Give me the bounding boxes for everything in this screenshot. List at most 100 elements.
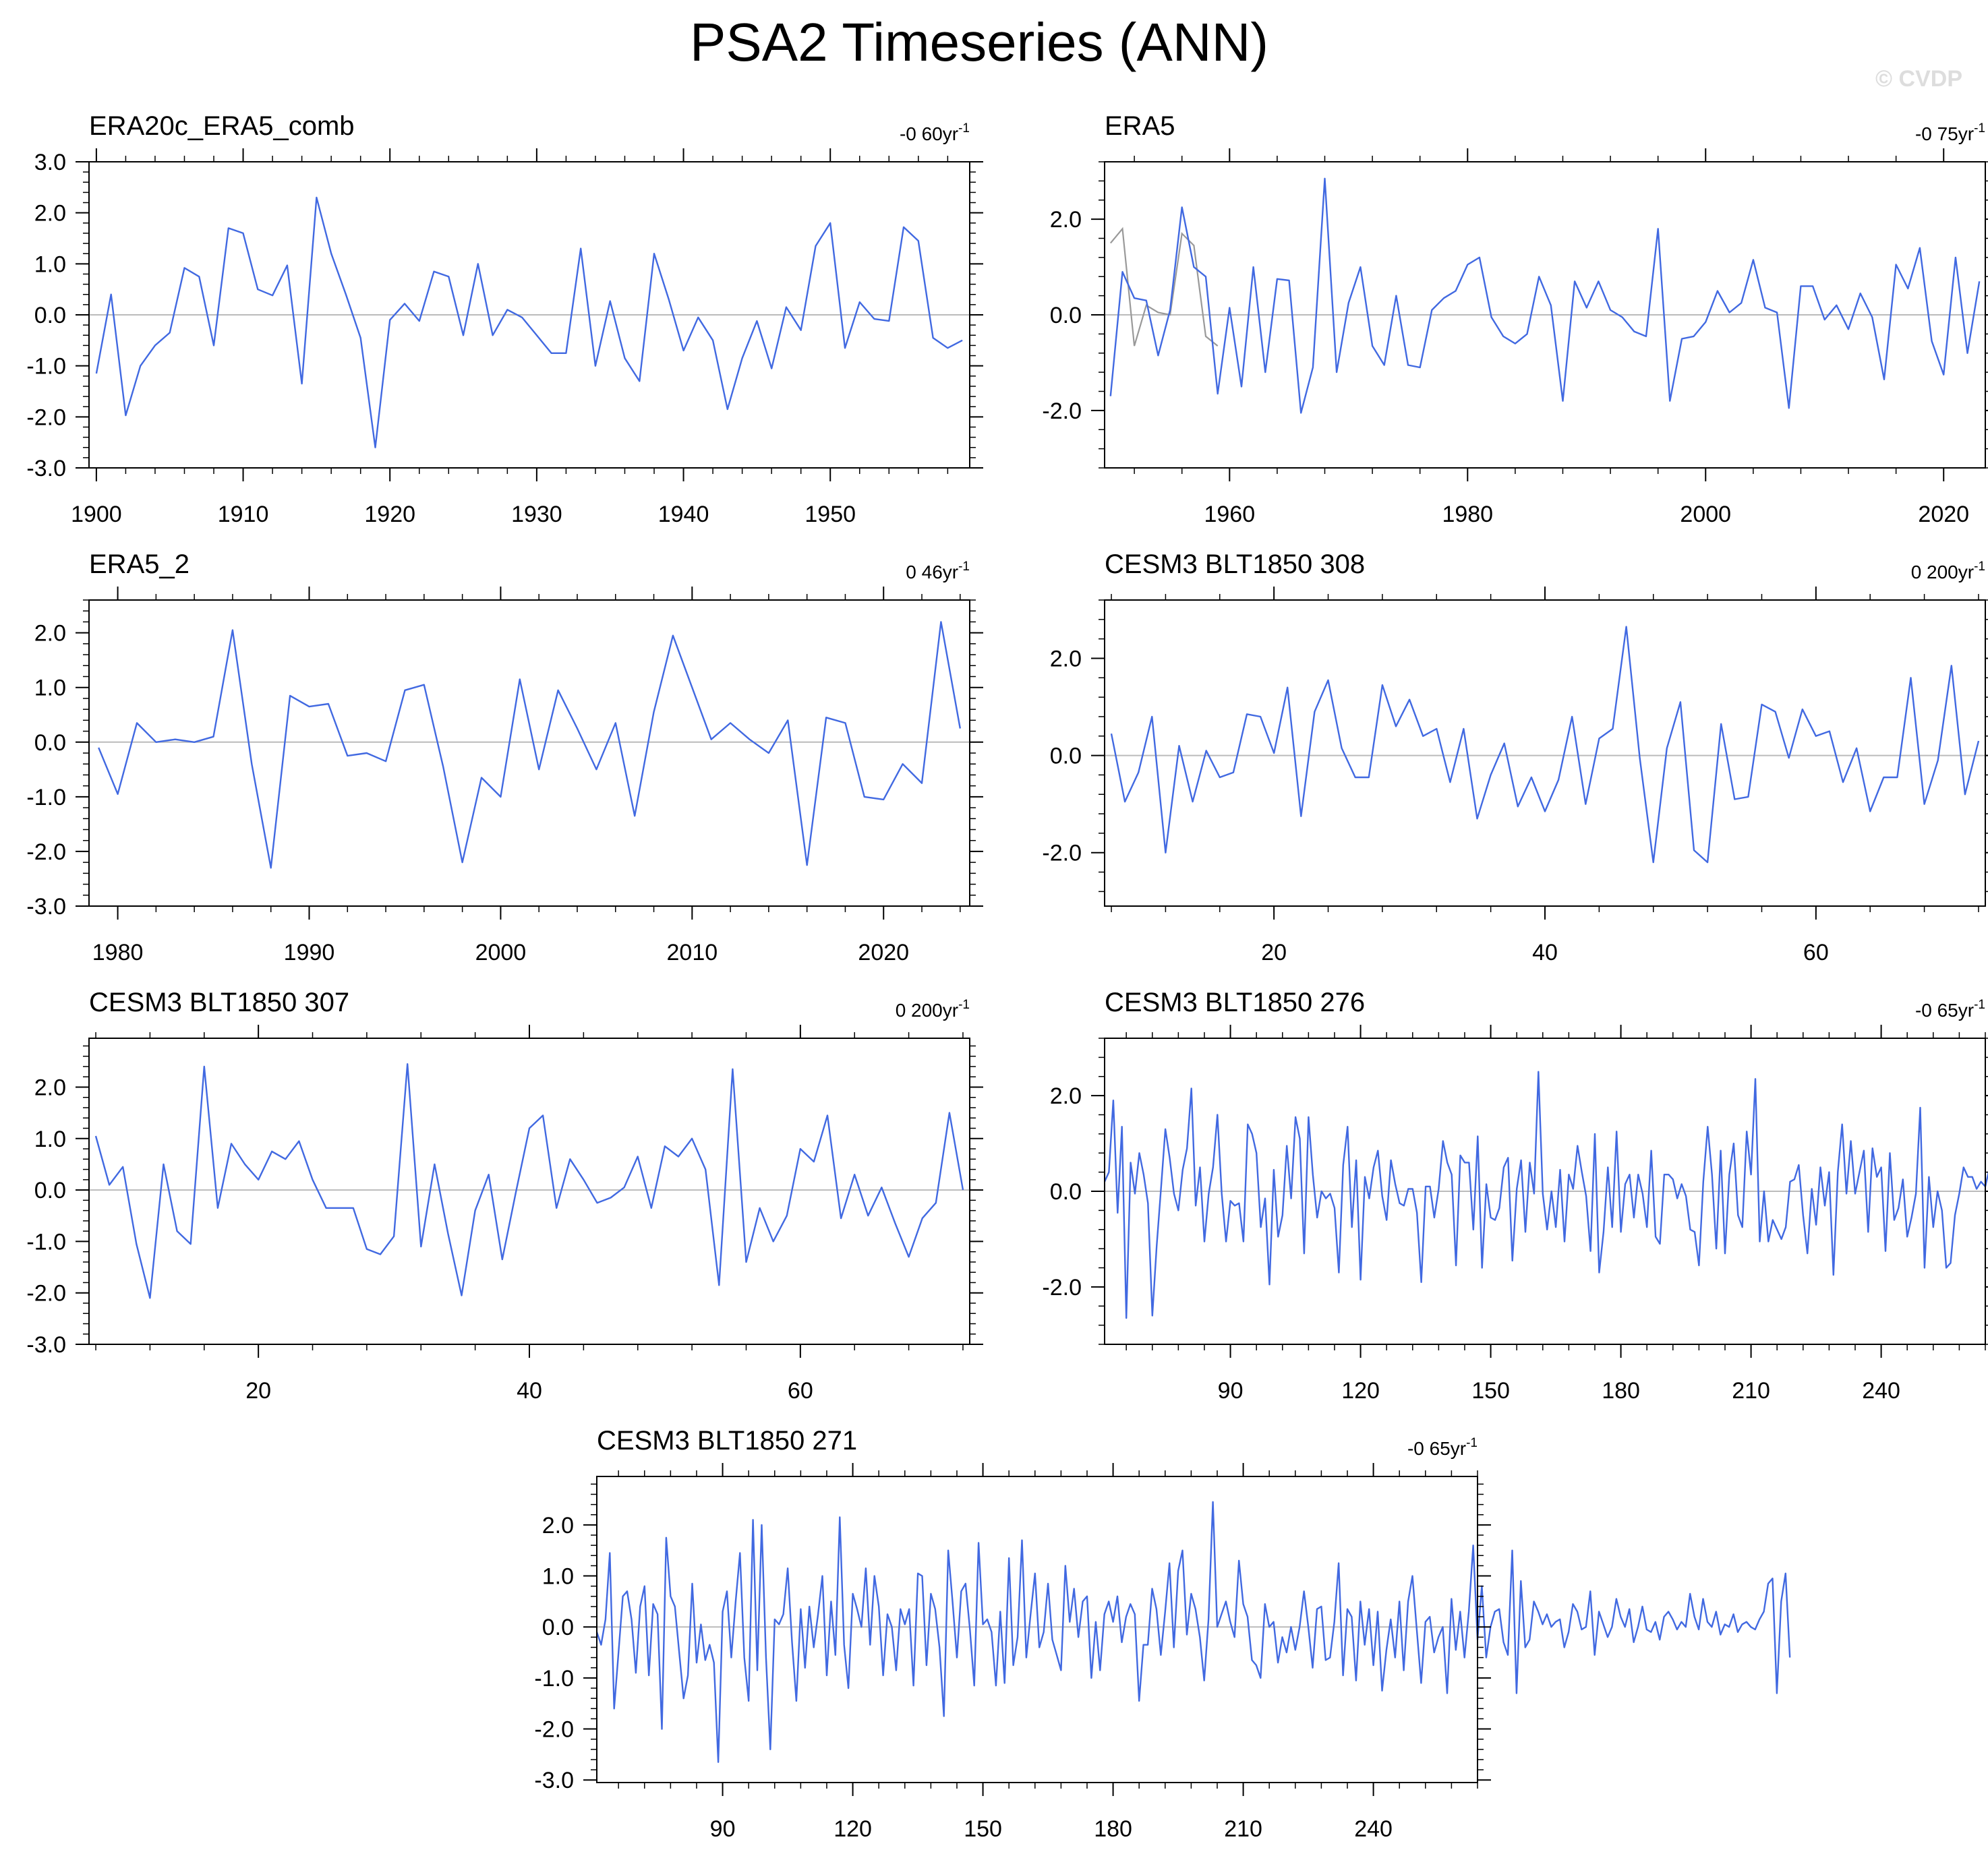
- x-tick-label: 2010: [667, 940, 718, 965]
- y-tick-label: 2.0: [542, 1513, 574, 1538]
- series-line: [595, 1501, 1791, 1763]
- overlay-series-line: [1109, 227, 1219, 347]
- y-tick-label: 0.0: [34, 303, 66, 328]
- x-tick-label: 20: [1261, 940, 1287, 965]
- x-tick-label: 1920: [364, 502, 415, 527]
- y-tick-label: 2.0: [1050, 207, 1082, 233]
- series-line: [1103, 1071, 1988, 1319]
- y-tick-label: -1.0: [26, 785, 66, 810]
- y-tick-label: 0.0: [1050, 744, 1082, 769]
- x-tick-label: 210: [1224, 1816, 1262, 1842]
- y-tick-label: -3.0: [26, 1332, 66, 1358]
- y-tick-label: -2.0: [1042, 841, 1082, 866]
- x-tick-label: 90: [1218, 1378, 1244, 1404]
- x-tick-label: 1980: [92, 940, 144, 965]
- chart-panel-5: CESM3 BLT1850 307 0 200yr-1 2.0 1.0 0.0 -1.0 -…: [26, 988, 983, 1404]
- trend-label: -0 60yr-1: [900, 121, 970, 144]
- y-tick-label: -1.0: [26, 1229, 66, 1255]
- x-tick-label: 1950: [805, 502, 856, 527]
- y-tick-label: -1.0: [534, 1666, 574, 1692]
- x-tick-label: 90: [710, 1816, 736, 1842]
- plot-frame: [88, 599, 970, 907]
- y-tick-label: 0.0: [34, 1178, 66, 1203]
- panel-title: CESM3 BLT1850 271: [597, 1426, 857, 1456]
- trend-label: -0 65yr-1: [1407, 1436, 1478, 1459]
- y-tick-label: 2.0: [34, 1075, 66, 1100]
- x-tick-label: 2020: [1918, 502, 1969, 527]
- series-line: [1110, 626, 1980, 864]
- x-tick-label: 20: [245, 1378, 271, 1404]
- y-tick-label: -3.0: [534, 1768, 574, 1793]
- y-tick-label: 2.0: [34, 621, 66, 647]
- panel-title: ERA20c_ERA5_comb: [89, 111, 355, 141]
- x-tick-label: 40: [1532, 940, 1558, 965]
- panel-title: ERA5_2: [89, 549, 189, 579]
- plot-frame: [596, 1476, 1478, 1783]
- x-tick-label: 150: [964, 1816, 1002, 1842]
- x-tick-label: 1900: [71, 502, 122, 527]
- chart-panel-3: ERA5_2 0 46yr-1 2.0 1.0 0.0 -1.0 -2.0 -3.0 1980 1…: [26, 549, 983, 965]
- series-line: [95, 196, 963, 448]
- panel-title: CESM3 BLT1850 308: [1105, 549, 1365, 579]
- chart-panel-1: ERA20c_ERA5_comb -0 60yr-1 3.0 2.0 1.0 0.0 -1.…: [26, 111, 983, 527]
- y-tick-label: -2.0: [1042, 1275, 1082, 1300]
- y-tick-label: 0.0: [542, 1615, 574, 1640]
- series-line: [94, 1063, 964, 1299]
- x-tick-label: 2000: [1680, 502, 1731, 527]
- y-tick-label: -2.0: [26, 1281, 66, 1307]
- panel-title: CESM3 BLT1850 276: [1105, 988, 1365, 1017]
- x-tick-label: 240: [1862, 1378, 1900, 1404]
- trend-label: 0 200yr-1: [896, 998, 970, 1021]
- x-tick-label: 180: [1094, 1816, 1132, 1842]
- watermark: © CVDP: [1875, 66, 1962, 92]
- trend-label: -0 65yr-1: [1915, 998, 1985, 1021]
- x-tick-label: 120: [1341, 1378, 1380, 1404]
- panel-title: ERA5: [1105, 111, 1175, 141]
- panel-title: CESM3 BLT1850 307: [89, 988, 349, 1017]
- y-tick-label: 2.0: [34, 201, 66, 227]
- y-tick-label: -2.0: [1042, 398, 1082, 424]
- figure-title: PSA2 Timeseries (ANN): [690, 12, 1268, 72]
- x-tick-label: 180: [1602, 1378, 1640, 1404]
- y-tick-label: 1.0: [34, 251, 66, 277]
- y-tick-label: -2.0: [534, 1717, 574, 1743]
- x-tick-label: 1940: [658, 502, 709, 527]
- x-tick-label: 1960: [1204, 502, 1255, 527]
- x-tick-label: 150: [1471, 1378, 1510, 1404]
- y-tick-label: 2.0: [1050, 1083, 1082, 1109]
- chart-panel-2: ERA5 -0 75yr-1 2.0 0.0 -2.0 1960 1980 2000 2020: [1042, 111, 1988, 527]
- trend-label: 0 200yr-1: [1911, 560, 1985, 582]
- x-tick-label: 1980: [1442, 502, 1493, 527]
- x-tick-label: 210: [1732, 1378, 1770, 1404]
- x-tick-label: 120: [834, 1816, 872, 1842]
- x-tick-label: 2000: [475, 940, 527, 965]
- panels: ERA20c_ERA5_comb -0 60yr-1 3.0 2.0 1.0 0.0 -1.…: [26, 111, 1988, 1842]
- chart-panel-6: CESM3 BLT1850 276 -0 65yr-1 2.0 0.0 -2.0 90 12…: [1042, 988, 1988, 1404]
- y-tick-label: -3.0: [26, 894, 66, 920]
- y-tick-label: 2.0: [1050, 646, 1082, 671]
- y-tick-label: -3.0: [26, 456, 66, 481]
- x-tick-label: 1930: [511, 502, 562, 527]
- chart-panel-4: CESM3 BLT1850 308 0 200yr-1 2.0 0.0 -2.0 20 40…: [1042, 549, 1988, 965]
- y-tick-label: -1.0: [26, 354, 66, 380]
- x-tick-label: 1990: [284, 940, 335, 965]
- x-tick-label: 2020: [858, 940, 909, 965]
- x-tick-label: 60: [1803, 940, 1829, 965]
- y-tick-label: 0.0: [1050, 1179, 1082, 1205]
- x-tick-label: 60: [788, 1378, 813, 1404]
- x-tick-label: 240: [1354, 1816, 1393, 1842]
- trend-label: 0 46yr-1: [906, 560, 970, 582]
- y-tick-label: 3.0: [34, 150, 66, 175]
- series-line: [98, 621, 961, 869]
- y-tick-label: 0.0: [34, 730, 66, 756]
- x-tick-label: 40: [517, 1378, 542, 1404]
- chart-panel-7: CESM3 BLT1850 271 -0 65yr-1 2.0 1.0 0.0 -1.0 -…: [534, 1426, 1791, 1842]
- x-tick-label: 1910: [218, 502, 269, 527]
- y-tick-label: 1.0: [34, 1127, 66, 1152]
- plot-frame: [1104, 599, 1986, 907]
- y-tick-label: 0.0: [1050, 303, 1082, 328]
- y-tick-label: -2.0: [26, 405, 66, 430]
- y-tick-label: -2.0: [26, 839, 66, 865]
- y-tick-label: 1.0: [542, 1564, 574, 1590]
